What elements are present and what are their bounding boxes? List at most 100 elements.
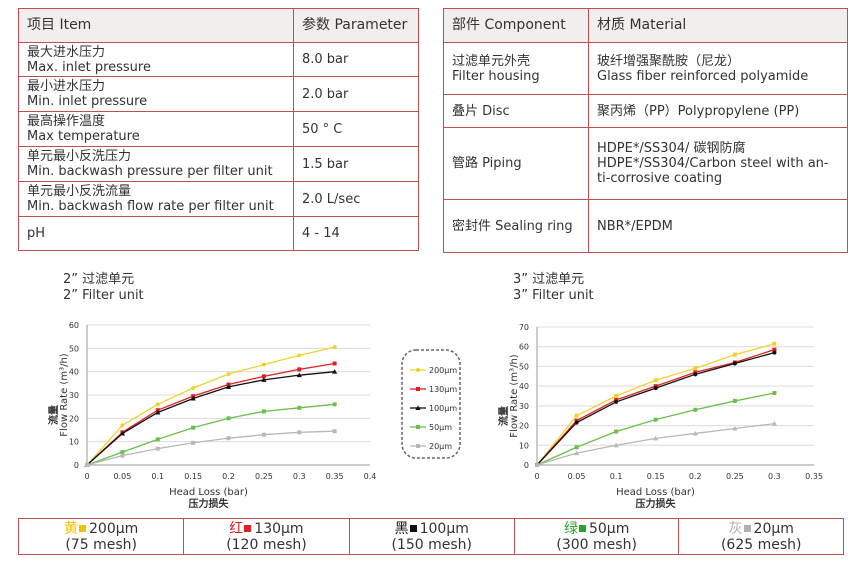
material-line: HDPE*/SS304/Carbon steel with an- [597, 156, 829, 171]
color-word: 绿 [563, 520, 578, 537]
legend-marker [415, 405, 421, 410]
row: 最小进水压力 Min. inlet pressure 2.0 bar [18, 76, 419, 112]
component-cell: 叠片 Disc [443, 94, 589, 128]
material-cell: NBR*/EPDM [588, 199, 848, 253]
row: 管路 Piping HDPE*/SS304/ 碳钢防腐 HDPE*/SS304/Ca… [443, 127, 848, 200]
mesh-table: 黄 200µm (75 mesh) 红 130µm (120 mesh) 黑 100µm (15… [17, 518, 844, 555]
x-tick-label: 0.05 [568, 472, 586, 481]
mesh-count: (75 mesh) [65, 536, 137, 553]
point [772, 350, 777, 355]
x-tick-label: 0.3 [293, 472, 306, 481]
item-en: Max temperature [27, 129, 140, 144]
point [613, 442, 619, 448]
x-tick-label: 0.25 [726, 472, 744, 481]
point [614, 429, 619, 434]
point [574, 413, 579, 418]
point [772, 347, 777, 352]
point [693, 366, 698, 371]
x-label-cn: 压力损失 [189, 497, 230, 510]
header-row: 项目 Item 参数 Parameter [18, 8, 419, 43]
color-word: 灰 [728, 520, 743, 537]
point [614, 399, 619, 404]
point [120, 450, 125, 455]
value-cell: 50 ° C [293, 111, 419, 147]
point [297, 353, 302, 358]
row: 最大进水压力 Max. inlet pressure 8.0 bar [18, 42, 419, 77]
legend-label: 50µm [429, 423, 452, 432]
x-label: Head Loss (bar) [616, 487, 695, 498]
x-tick-label: 0.35 [326, 472, 344, 481]
point [226, 436, 231, 441]
material-line: ti-corrosive coating [597, 171, 723, 186]
legend-label: 100µm [429, 404, 457, 413]
legend-box [401, 349, 461, 459]
item-en: Max. inlet pressure [27, 59, 151, 75]
component-line: 管路 Piping [452, 156, 522, 171]
point [693, 407, 698, 412]
row: 叠片 Disc 聚丙烯（PP）Polypropylene (PP) [443, 94, 848, 128]
x-tick-label: 0.15 [184, 472, 202, 481]
point [226, 372, 231, 376]
material-cell: 玻纤增强聚酰胺（尼龙） Glass fiber reinforced polyam… [588, 42, 848, 95]
color-swatch [409, 524, 417, 532]
y-label-cn: 流量 [47, 405, 60, 425]
x-tick-label: 0.2 [222, 472, 235, 481]
point [692, 430, 698, 436]
mesh-cell: 黄 200µm (75 mesh) [17, 518, 185, 555]
item-cn: 最高操作温度 [27, 114, 106, 129]
x-tick-label: 0.1 [610, 472, 623, 481]
item-cn: pH [27, 226, 46, 241]
x-tick-label: 0.1 [151, 472, 164, 481]
y-tick-label: 50 [519, 362, 529, 371]
color-word: 红 [229, 520, 244, 537]
mesh-line: 红 130µm [192, 521, 340, 537]
item-en: Min. backwash pressure per filter unit [27, 164, 273, 179]
row: 单元最小反洗压力 Min. backwash pressure per filte… [18, 146, 419, 182]
y-tick-label: 10 [519, 441, 529, 450]
point [190, 395, 196, 401]
material-line: NBR*/EPDM [597, 218, 673, 234]
series-line [536, 349, 775, 466]
value-cell: 2.0 L/sec [293, 181, 419, 217]
row: 密封件 Sealing ring NBR*/EPDM [443, 199, 848, 253]
item-cell: 最高操作温度 Max temperature [18, 111, 294, 147]
point [297, 430, 302, 435]
point [332, 429, 337, 434]
point [155, 409, 161, 415]
point [653, 417, 658, 422]
material-line: HDPE*/SS304/ 碳钢防腐 [597, 141, 746, 156]
mesh-size: 200µm [89, 520, 139, 537]
point [261, 374, 266, 379]
point [85, 463, 89, 467]
header-cell: 材质 Material [588, 8, 848, 43]
mesh-line: 绿 50µm [523, 521, 671, 537]
y-tick-label: 30 [519, 402, 529, 411]
mesh-line: 灰 20µm [687, 521, 835, 537]
header-row: 部件 Component 材质 Material [443, 8, 848, 43]
point [261, 409, 266, 414]
y-tick-label: 70 [519, 323, 529, 332]
x-tick-label: 0.3 [768, 472, 781, 481]
point [297, 367, 302, 372]
material-cell: 聚丙烯（PP）Polypropylene (PP) [588, 94, 848, 128]
point [155, 402, 160, 407]
point [155, 446, 160, 451]
chart-title: 2” 过滤单元 [63, 272, 134, 287]
color-swatch [79, 524, 86, 532]
material-cell: HDPE*/SS304/ 碳钢防腐 HDPE*/SS304/Carbon stee… [588, 127, 848, 200]
legend-marker [416, 387, 420, 391]
point [296, 372, 302, 378]
y-label: Flow Rate (m³/h) [509, 354, 520, 437]
chart-title: 2” Filter unit [63, 288, 144, 303]
color-swatch [743, 524, 751, 532]
row: 过滤单元外壳 Filter housing 玻纤增强聚酰胺（尼龙） Glass fib… [443, 42, 848, 95]
item-en: Min. backwash flow rate per filter unit [27, 199, 274, 214]
point [191, 440, 196, 445]
y-tick-label: 40 [69, 368, 79, 377]
x-tick-label: 0.4 [364, 472, 377, 481]
y-tick-label: 20 [69, 414, 79, 423]
y-tick-label: 0 [524, 461, 529, 470]
point [574, 445, 579, 450]
series-line [86, 403, 335, 466]
